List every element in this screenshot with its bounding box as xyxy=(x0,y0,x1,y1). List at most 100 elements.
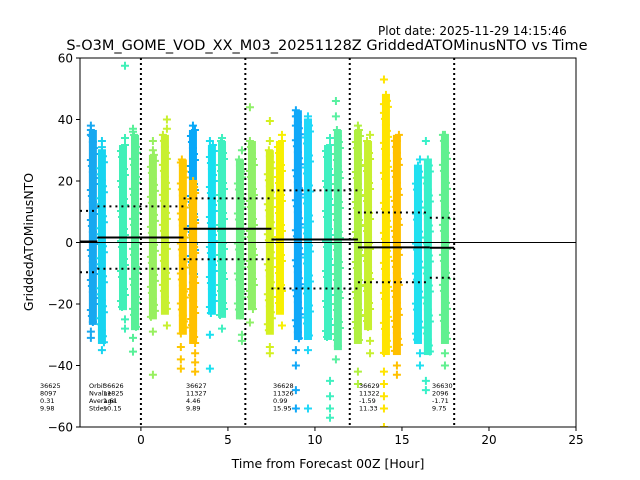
data-point xyxy=(180,323,189,332)
data-point xyxy=(120,201,129,210)
data-point xyxy=(249,191,258,200)
data-point xyxy=(335,293,344,302)
data-point xyxy=(248,305,257,314)
data-point xyxy=(365,269,374,278)
data-point xyxy=(237,233,246,242)
data-point xyxy=(326,231,334,240)
data-point xyxy=(277,257,286,266)
outlier-point xyxy=(379,423,388,427)
data-point xyxy=(236,257,245,266)
data-point xyxy=(161,148,170,157)
outlier-point xyxy=(162,321,171,330)
data-point xyxy=(366,215,375,224)
data-point xyxy=(335,233,344,242)
data-point xyxy=(394,160,403,169)
data-point xyxy=(364,173,373,182)
data-point xyxy=(97,266,106,275)
data-point xyxy=(161,178,170,187)
orbit-stat-nvalue: 8097 xyxy=(40,390,57,398)
data-point xyxy=(365,179,374,188)
data-point xyxy=(235,161,244,170)
data-point xyxy=(411,179,420,188)
stat-label-orbit: Orbit xyxy=(89,382,106,390)
data-point xyxy=(162,304,171,313)
orbit-stat-stdev: 9.89 xyxy=(186,405,200,413)
data-point xyxy=(422,179,431,188)
data-point xyxy=(295,130,304,139)
data-point xyxy=(273,263,282,272)
data-point xyxy=(333,341,342,350)
outlier-point xyxy=(86,130,95,139)
data-point xyxy=(237,293,246,302)
data-point xyxy=(150,276,159,285)
data-point xyxy=(394,280,403,289)
outlier-point xyxy=(128,347,137,356)
data-point xyxy=(131,172,140,181)
stripe-20 xyxy=(362,130,375,358)
orbit-stat-nvalue: 11825 xyxy=(103,390,124,398)
data-point xyxy=(209,297,218,306)
outlier-point xyxy=(366,130,375,139)
data-point xyxy=(394,220,403,229)
data-point xyxy=(275,245,284,254)
data-point xyxy=(158,220,167,229)
data-point xyxy=(421,173,430,182)
y-tick-label: −20 xyxy=(48,298,73,312)
outlier-point xyxy=(120,133,129,142)
data-point xyxy=(305,277,314,286)
data-point xyxy=(423,155,432,164)
data-point xyxy=(130,226,139,235)
outlier-point xyxy=(379,367,388,376)
data-point xyxy=(364,293,373,302)
data-point xyxy=(353,239,362,248)
data-point xyxy=(88,317,97,326)
data-marks xyxy=(86,61,451,427)
data-point xyxy=(129,190,138,199)
data-point xyxy=(220,305,229,314)
data-point xyxy=(442,334,451,343)
data-point xyxy=(353,329,362,338)
data-point xyxy=(335,173,344,182)
data-point xyxy=(249,221,258,230)
data-point xyxy=(235,281,244,290)
outlier-point xyxy=(237,146,246,155)
data-point xyxy=(191,279,200,287)
data-point xyxy=(130,196,139,205)
data-point xyxy=(363,317,372,326)
data-point xyxy=(364,233,373,242)
data-point xyxy=(351,227,360,236)
data-point xyxy=(354,155,363,164)
outlier-point xyxy=(326,133,334,142)
data-point xyxy=(423,185,432,194)
x-tick-label: 20 xyxy=(481,433,496,447)
outlier-point xyxy=(440,130,449,139)
orbit-stat-average: 4.46 xyxy=(186,397,200,405)
data-point xyxy=(129,310,138,319)
x-tick-label: 5 xyxy=(224,433,232,447)
data-point xyxy=(162,154,171,163)
outlier-point xyxy=(379,379,388,388)
orbit-stat-stdev: 15.95 xyxy=(273,405,292,413)
data-point xyxy=(146,312,155,321)
data-point xyxy=(295,310,304,319)
data-point xyxy=(414,287,423,296)
data-point xyxy=(130,316,139,325)
outlier-point xyxy=(218,324,227,333)
data-point xyxy=(132,298,141,307)
data-point xyxy=(442,154,451,163)
data-point xyxy=(264,176,273,185)
outlier-point xyxy=(421,376,430,385)
data-point xyxy=(90,149,99,158)
data-point xyxy=(234,155,243,164)
outlier-point xyxy=(86,121,95,130)
data-point xyxy=(158,130,167,139)
stripe-2 xyxy=(116,61,129,333)
data-point xyxy=(234,215,243,224)
data-point xyxy=(276,221,285,230)
data-point xyxy=(413,191,422,200)
data-point xyxy=(220,275,229,284)
data-point xyxy=(442,304,451,313)
data-point xyxy=(237,263,246,272)
data-point xyxy=(160,292,169,301)
data-point xyxy=(305,307,314,316)
